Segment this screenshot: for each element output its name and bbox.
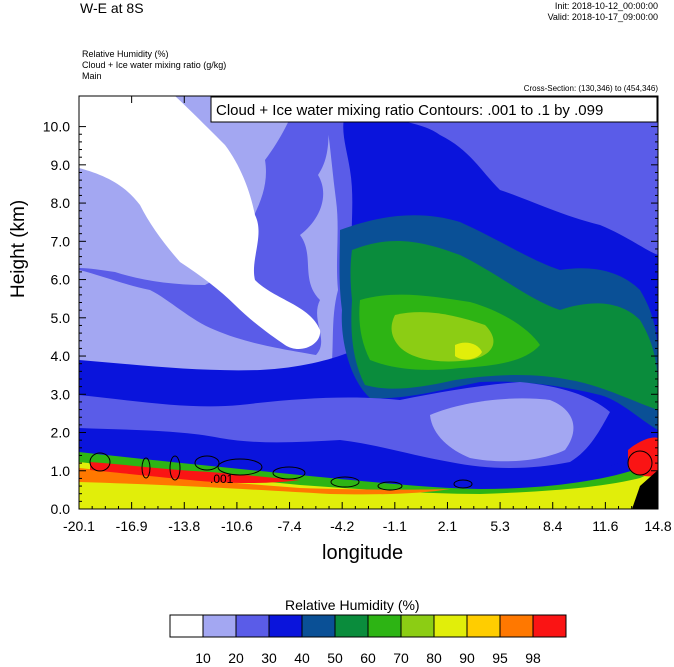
y-tick-label: 4.0 [51, 348, 71, 364]
colorbar-label: 98 [525, 650, 541, 666]
colorbar-label: 60 [360, 650, 376, 666]
cloud-contour [169, 455, 181, 481]
x-tick-label: 11.6 [592, 518, 618, 534]
colorbar-swatch [268, 614, 303, 638]
x-tick-label: -13.8 [168, 518, 200, 534]
rh-bl-90-95 [79, 462, 658, 509]
y-tick-label: 5.0 [51, 310, 71, 326]
colorbar: 10 20 30 40 50 60 70 80 90 95 98 [169, 614, 567, 666]
rh-east-saturated [628, 437, 658, 477]
cloud-contour [377, 481, 403, 491]
colorbar-swatch [400, 614, 435, 638]
colorbar-swatch [202, 614, 237, 638]
cloud-contour [627, 450, 653, 476]
colorbar-label: 20 [228, 650, 244, 666]
colorbar-swatch [367, 614, 402, 638]
colorbar-label: 50 [327, 650, 343, 666]
rh-bl-95-98 [79, 468, 450, 495]
x-tick-label: -10.6 [221, 518, 253, 534]
y-tick-label: 3.0 [51, 386, 71, 402]
y-tick-label: 7.0 [51, 233, 71, 249]
field-label-qc: Cloud + Ice water mixing ratio (g/kg) [82, 60, 227, 70]
x-tick-label: 2.1 [438, 518, 458, 534]
cross-section-label: Cross-Section: (130,346) to (454,346) [523, 84, 658, 93]
field-label-rh: Relative Humidity (%) [82, 49, 169, 59]
x-tick-label: -16.9 [116, 518, 148, 534]
y-tick-label: 10.0 [43, 119, 70, 135]
colorbar-label: 40 [294, 650, 310, 666]
colorbar-label: 95 [492, 650, 508, 666]
x-tick-label: 14.8 [644, 518, 671, 534]
colorbar-swatch [169, 614, 204, 638]
colorbar-label: 80 [426, 650, 442, 666]
rh-field [79, 96, 658, 509]
y-tick-label: 2.0 [51, 425, 71, 441]
colorbar-label: 90 [459, 650, 475, 666]
cloud-contour [217, 458, 263, 476]
rh-under-10-dry-region [79, 96, 321, 350]
y-tick-label: 9.0 [51, 157, 71, 173]
cloud-contour [194, 455, 220, 471]
colorbar-label: 10 [195, 650, 211, 666]
x-axis: -20.1 -16.9 -13.8 -10.6 -7.4 -4.2 -1.1 2.1 5.3 8.… [63, 96, 672, 534]
colorbar-swatch [532, 614, 567, 638]
x-tick-label: 5.3 [490, 518, 510, 534]
colorbar-swatch [499, 614, 534, 638]
valid-time: Valid: 2018-10-17_09:00:00 [547, 12, 658, 22]
terrain-mask [632, 470, 658, 509]
x-tick-label: -4.2 [330, 518, 354, 534]
colorbar-label: 30 [261, 650, 277, 666]
y-tick-label: 6.0 [51, 272, 71, 288]
rh-lower-20-30 [430, 398, 574, 462]
plot-title: W-E at 8S [80, 0, 144, 16]
cloud-contour [272, 466, 306, 480]
y-tick-label: 8.0 [51, 195, 71, 211]
colorbar-title: Relative Humidity (%) [285, 597, 420, 613]
colorbar-swatch [235, 614, 270, 638]
cloud-contour [453, 479, 473, 489]
y-axis: 0.0 1.0 2.0 3.0 4.0 5.0 6.0 7.0 8.0 9.0 10.0 [43, 119, 658, 517]
contour-title: Cloud + Ice water mixing ratio Contours:… [216, 102, 603, 119]
colorbar-swatch [301, 614, 336, 638]
y-tick-label: 0.0 [51, 501, 71, 517]
x-axis-title: longitude [322, 542, 404, 564]
y-axis-title: Height (km) [8, 199, 29, 298]
x-tick-label: -7.4 [277, 518, 301, 534]
rh-90-95-spot [455, 342, 482, 360]
contour-title-box: Cloud + Ice water mixing ratio Contours:… [210, 96, 658, 123]
x-tick-label: -1.1 [383, 518, 407, 534]
contour-label: .001 [210, 472, 234, 486]
init-time: Init: 2018-10-12_00:00:00 [554, 1, 658, 11]
field-label-main: Main [82, 71, 102, 81]
x-tick-label: 8.4 [543, 518, 563, 534]
colorbar-swatch [433, 614, 468, 638]
cloud-contour [89, 452, 111, 472]
x-tick-label: -20.1 [63, 518, 95, 534]
cloud-contour [330, 476, 360, 488]
colorbar-swatch [334, 614, 369, 638]
colorbar-swatch [466, 614, 501, 638]
cloud-contour [141, 457, 151, 479]
y-tick-label: 1.0 [51, 463, 71, 479]
colorbar-label: 70 [393, 650, 409, 666]
